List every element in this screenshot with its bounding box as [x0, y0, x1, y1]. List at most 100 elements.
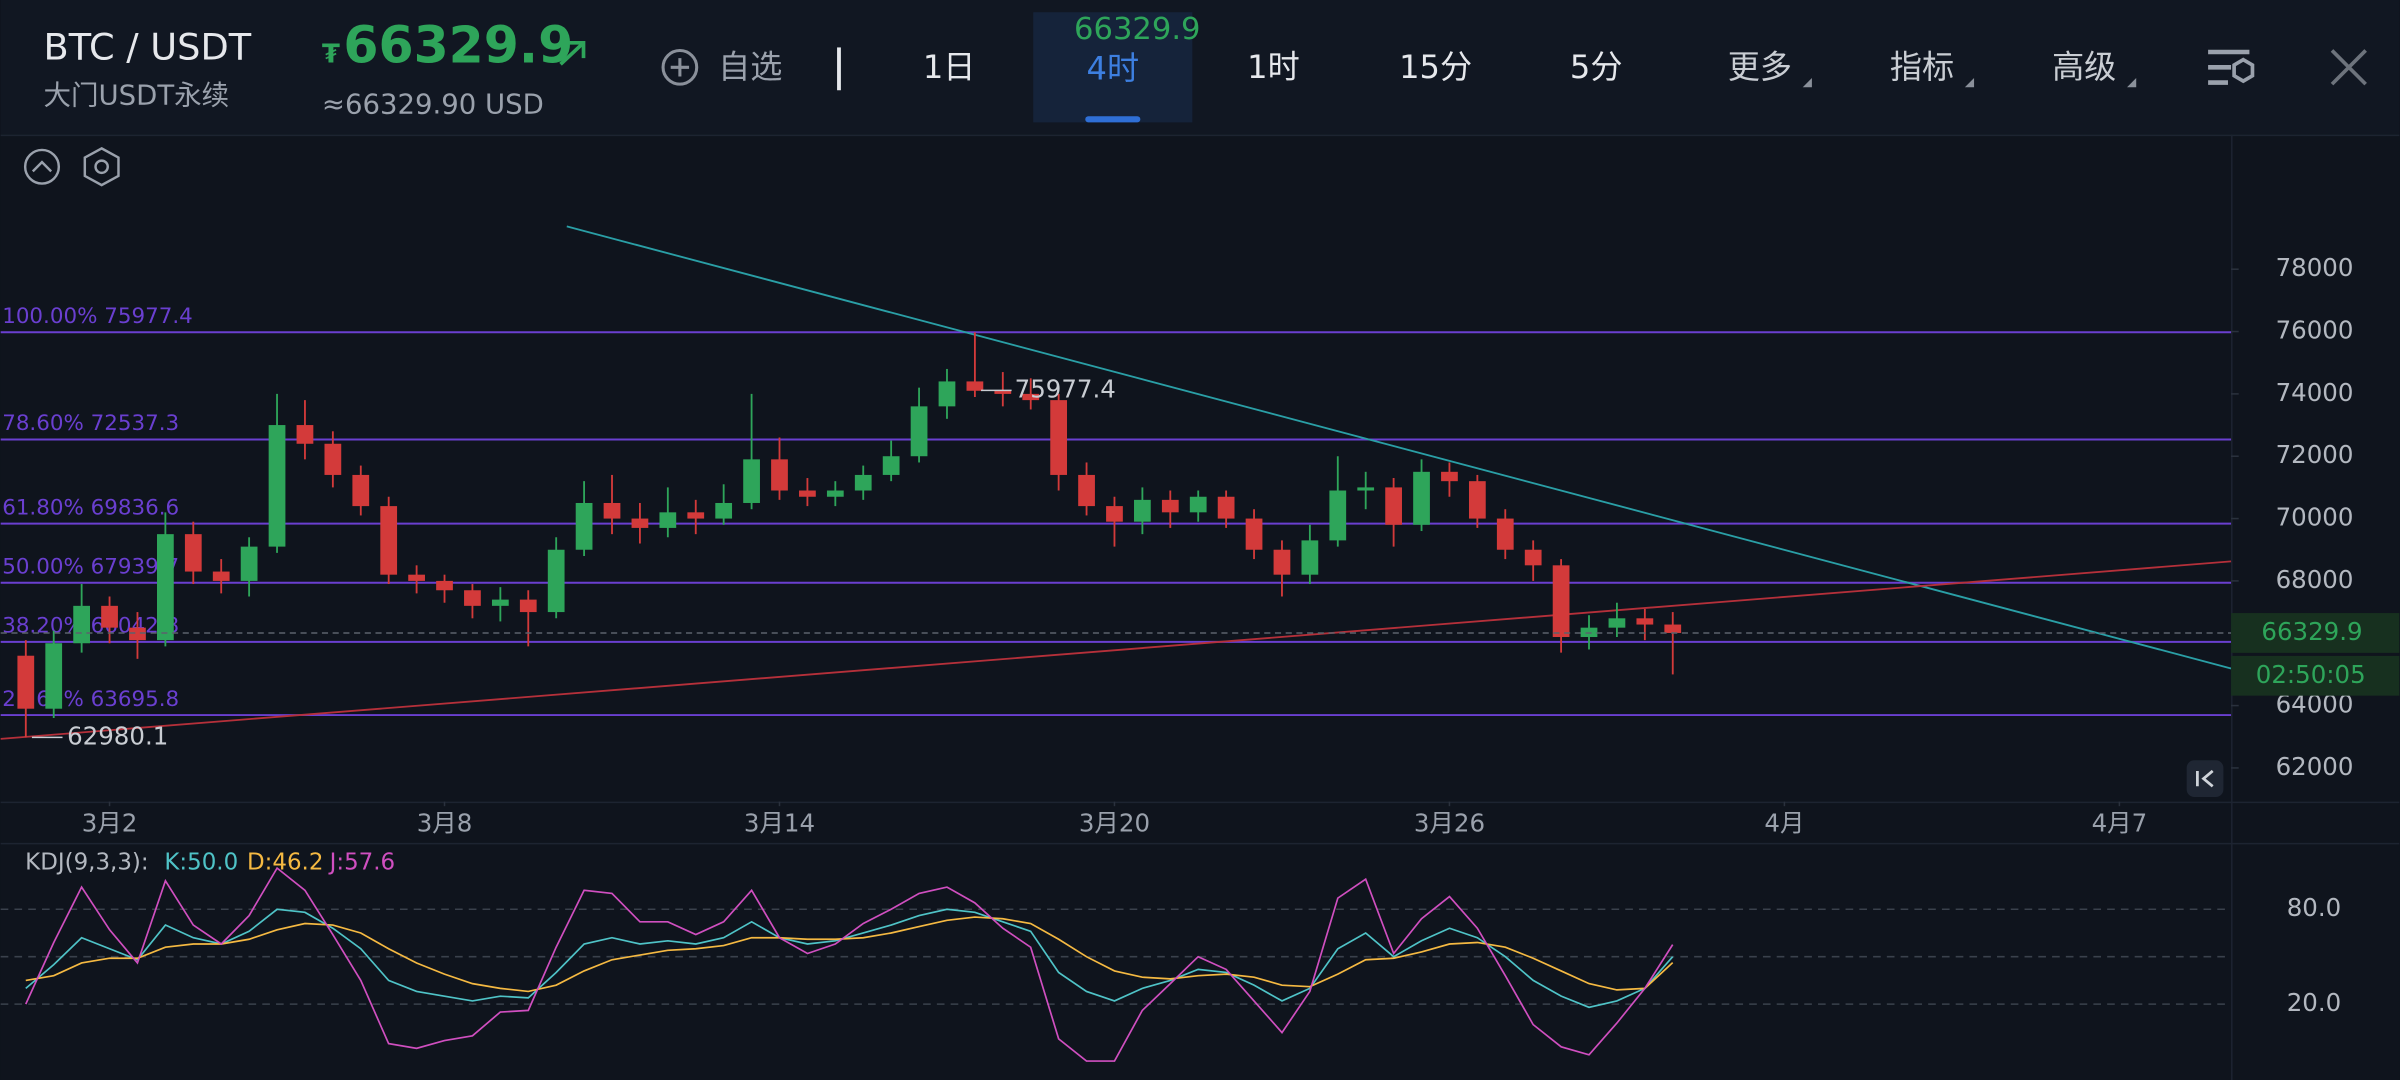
watchlist-button[interactable]: 自选 [718, 48, 782, 86]
active-tab-bg [1033, 12, 1193, 123]
candle-body [436, 580, 453, 591]
menu-caret [2127, 78, 2137, 88]
x-tick-label: 4月7 [2092, 809, 2148, 838]
high-marker-label: 75977.4 [1015, 374, 1116, 403]
menu-button[interactable]: 更多 [1728, 48, 1792, 86]
indicator-title: KDJ(9,3,3): [25, 849, 148, 875]
symbol[interactable]: BTC / USDT [44, 25, 252, 68]
settings-icon[interactable] [2208, 49, 2255, 85]
active-tab-price: 66329.9 [1074, 12, 1200, 47]
fib-label: 38.20% 66042.8 [2, 614, 179, 639]
candle-body [324, 443, 342, 475]
x-tick-label: 3月20 [1079, 809, 1150, 838]
timeframe-tab[interactable]: 15分 [1399, 48, 1472, 86]
last-price-tag [2231, 613, 2400, 653]
menu-button[interactable]: 高级 [2052, 48, 2116, 86]
charts: 6200064000660006800070000720007400076000… [0, 225, 2400, 1062]
y-tick-label: 74000 [2276, 378, 2354, 407]
fib-label: 61.80% 69836.6 [2, 495, 179, 520]
candle-body [1022, 393, 1040, 401]
add-watchlist-icon[interactable] [661, 48, 699, 86]
low-marker-label: 62980.1 [67, 721, 168, 750]
fib-label: 78.60% 72537.3 [2, 411, 179, 436]
countdown-tag [2231, 655, 2400, 696]
y-tick-label: 80.0 [2287, 893, 2341, 922]
currency-mark: ₮ [322, 40, 340, 70]
candle-body [45, 643, 63, 709]
up-arrow-icon [559, 40, 586, 66]
candle-body [17, 655, 35, 709]
candle-body [910, 406, 928, 457]
collapse-button[interactable] [23, 148, 61, 185]
candle-body [296, 425, 314, 444]
candle-body [129, 627, 146, 641]
candle-body [938, 381, 956, 407]
y-tick-label: 62000 [2276, 752, 2354, 781]
candle-body [1106, 506, 1123, 522]
candle-body [687, 512, 705, 519]
candle-body [408, 574, 425, 581]
trend-line [566, 225, 2232, 670]
candle-body [1636, 618, 1654, 625]
candle-body [715, 502, 733, 519]
candle-body [1134, 499, 1151, 522]
timeframe-tab[interactable]: 5分 [1570, 48, 1623, 86]
timeframe-tab[interactable]: 4时 [1087, 49, 1140, 87]
settings-hex [2232, 57, 2255, 84]
candle-body [352, 474, 370, 507]
x-tick-label: 3月26 [1414, 809, 1485, 838]
timeframe-tab[interactable]: 1日 [923, 48, 976, 86]
indicator-line [25, 866, 1674, 1062]
candle-body [380, 506, 398, 575]
candle-body [268, 425, 286, 547]
candle-body [1524, 549, 1542, 566]
timeframe-tab[interactable]: 1时 [1247, 48, 1300, 86]
trend-line [0, 560, 2232, 740]
active-tab-indicator [1085, 116, 1141, 123]
fib-label: 50.00% 67939.7 [2, 554, 179, 579]
candle-body [1301, 540, 1319, 575]
menu-caret [1802, 78, 1812, 88]
candle-body [966, 381, 984, 391]
candle-body [854, 474, 872, 491]
fib-label: 100.00% 75977.4 [2, 304, 193, 329]
candle-body [603, 502, 621, 519]
y-tick-label: 72000 [2276, 440, 2354, 469]
candle-body [212, 571, 230, 581]
legend-entry: J:57.6 [328, 849, 396, 875]
candle-body [464, 590, 481, 606]
candle-body [519, 599, 537, 613]
countdown-label: 02:50:05 [2256, 660, 2366, 689]
candle-body [1664, 624, 1682, 633]
x-tick-label: 4月 [1764, 809, 1804, 838]
candle-body [994, 390, 1012, 394]
chart-settings-button[interactable] [83, 146, 120, 187]
candle-body [1273, 549, 1291, 575]
candle-body [1245, 518, 1263, 550]
candle-body [491, 599, 509, 606]
collapse-chevron [31, 160, 53, 173]
candle-body [1496, 518, 1514, 550]
candle-body [101, 605, 118, 628]
y-tick-label: 78000 [2276, 253, 2354, 282]
candle-body [882, 456, 900, 475]
candle-body [1468, 481, 1486, 519]
y-tick-label: 76000 [2276, 316, 2354, 345]
candle-body [1552, 565, 1570, 638]
legend-entry: D:46.2 [247, 849, 323, 875]
y-tick-label: 68000 [2276, 565, 2354, 594]
header-bar [0, 0, 2400, 135]
candle-body [1441, 471, 1458, 482]
candle-body [1078, 474, 1095, 507]
candle-body [1050, 400, 1068, 475]
candle-body [1189, 496, 1207, 513]
menu-button[interactable]: 指标 [1890, 48, 1954, 86]
candle-body [547, 549, 565, 613]
close-button[interactable] [2330, 49, 2367, 86]
candle-body [157, 534, 174, 641]
candle-body [1413, 471, 1430, 525]
contract-name: 大门USDT永续 [44, 79, 230, 111]
menu-caret [1964, 78, 1975, 88]
x-tick-label: 3月14 [744, 809, 815, 838]
